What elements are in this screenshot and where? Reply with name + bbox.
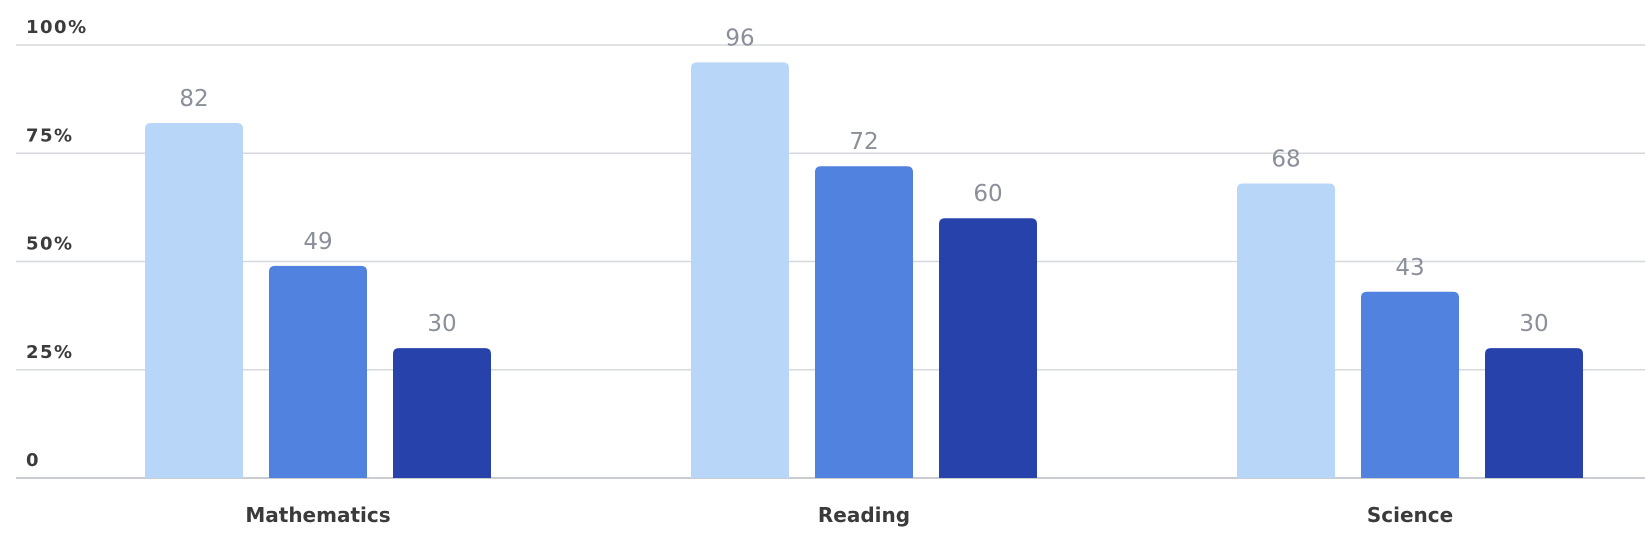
bars [145, 62, 1583, 479]
bar-mathematics-series-1 [145, 122, 243, 478]
bar-mathematics-series-2 [269, 265, 367, 478]
bar-reading-series-2 [815, 166, 913, 479]
bar-value-label: 43 [1395, 255, 1424, 281]
y-tick-label: 100% [26, 17, 88, 38]
bar-science-series-1 [1237, 183, 1335, 478]
y-tick-label: 25% [26, 342, 74, 363]
bar-science-series-3 [1485, 348, 1583, 478]
bar-value-label: 30 [1519, 311, 1548, 337]
bar-mathematics-series-3 [393, 348, 491, 478]
bar-value-label: 96 [725, 25, 754, 51]
category-label-mathematics: Mathematics [245, 503, 390, 527]
bar-value-label: 30 [427, 311, 456, 337]
bar-science-series-2 [1361, 291, 1459, 478]
y-axis-ticks: 0 25% 50% 75% 100% [26, 17, 88, 471]
bar-value-label: 68 [1271, 147, 1300, 173]
bar-reading-series-3 [939, 218, 1037, 478]
bar-reading-series-1 [691, 62, 789, 478]
bar-value-label: 49 [303, 229, 332, 255]
y-tick-label: 0 [26, 450, 40, 471]
category-label-reading: Reading [818, 503, 910, 527]
x-axis-categories: Mathematics Reading Science [245, 503, 1453, 527]
y-tick-label: 50% [26, 234, 74, 255]
category-label-science: Science [1367, 503, 1453, 527]
bar-value-label: 60 [973, 181, 1002, 207]
bar-value-label: 72 [849, 129, 878, 155]
value-labels: 82 96 68 49 72 43 30 60 30 [179, 25, 1548, 337]
y-tick-label: 75% [26, 125, 74, 146]
bar-value-label: 82 [179, 86, 208, 112]
